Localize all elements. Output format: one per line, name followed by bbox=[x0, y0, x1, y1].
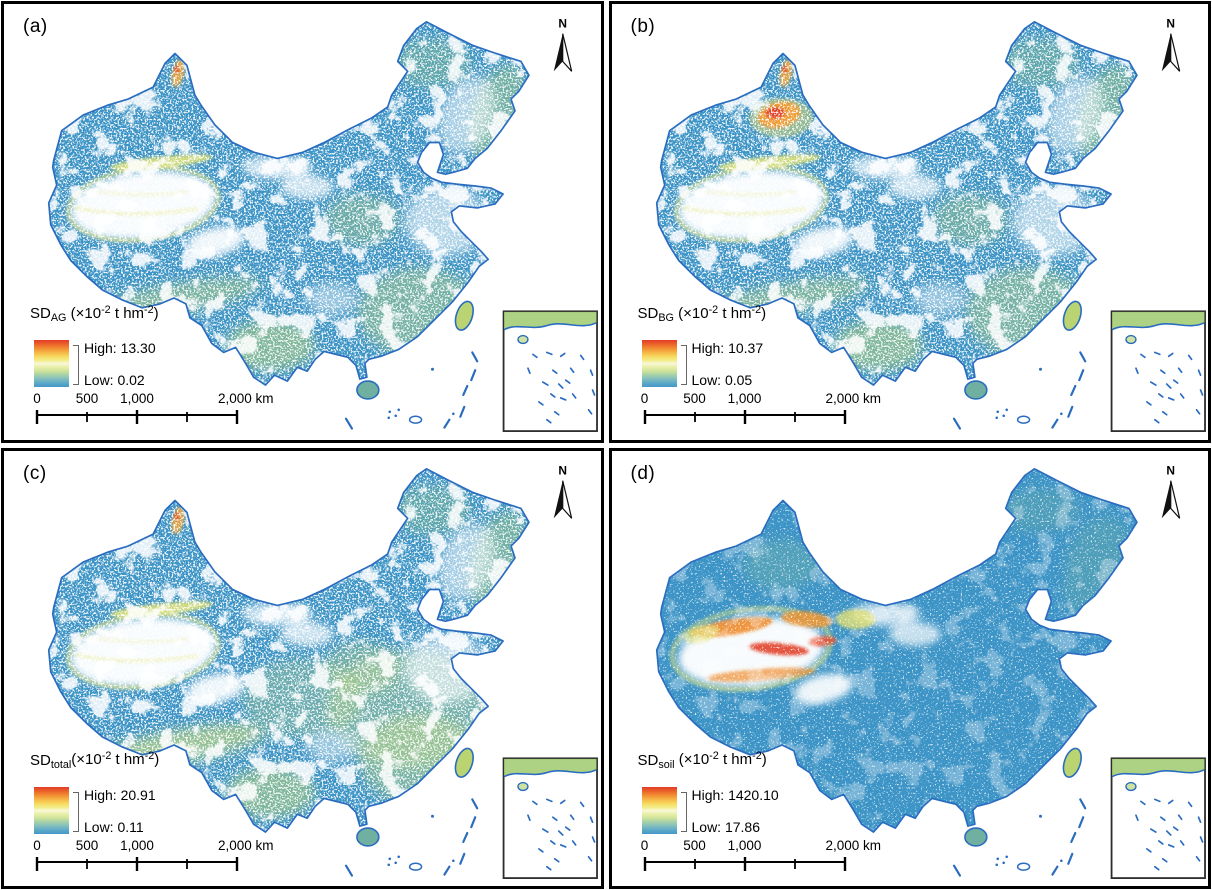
panel-label: (d) bbox=[630, 462, 656, 484]
map-panel-a: (a) SDAG (×10-2 t hm-2) High: 13.30 Low:… bbox=[1, 1, 604, 443]
china-map-c bbox=[4, 451, 601, 887]
panel-label: (c) bbox=[23, 462, 47, 484]
china-map-a bbox=[4, 4, 601, 440]
panel-label: (a) bbox=[23, 16, 48, 37]
china-map-b bbox=[612, 4, 1209, 440]
map-panel-c: (c) SDtotal(×10-2 t hm-2) High: 20.91 Lo… bbox=[1, 447, 604, 889]
china-map-d bbox=[612, 451, 1209, 887]
panel-label: (b) bbox=[630, 16, 656, 37]
map-panel-b: (b) SDBG (×10-2 t hm-2) High: 10.37 Low:… bbox=[608, 1, 1211, 443]
map-panel-d: (d) SDsoil (×10-2 t hm-2) High: 1420.10 … bbox=[608, 447, 1211, 889]
